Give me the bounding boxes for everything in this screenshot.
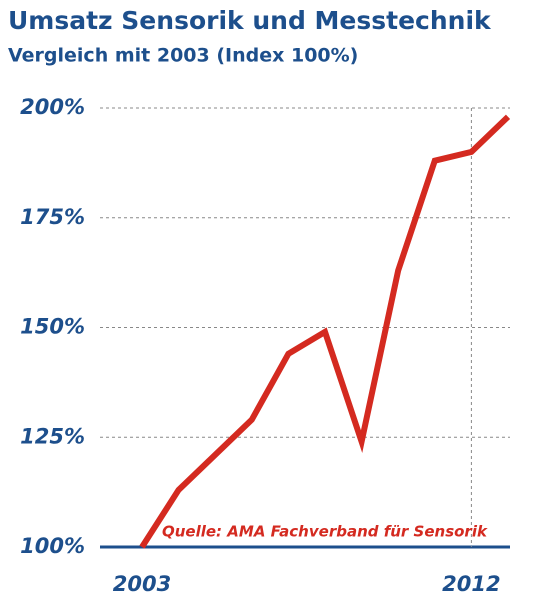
x-tick-label: 2003 (113, 572, 171, 596)
data-line (139, 114, 511, 549)
y-tick-label: 150% (20, 315, 85, 339)
x-tick-label: 2012 (442, 572, 500, 596)
chart-subtitle: Vergleich mit 2003 (Index 100%) (8, 45, 358, 67)
chart-title: Umsatz Sensorik und Messtechnik (8, 6, 492, 35)
y-tick-label: 100% (20, 534, 85, 558)
y-tick-label: 125% (20, 424, 85, 448)
y-tick-label: 175% (20, 205, 85, 229)
y-tick-label: 200% (20, 95, 85, 119)
source-note: Quelle: AMA Fachverband für Sensorik (162, 523, 488, 541)
